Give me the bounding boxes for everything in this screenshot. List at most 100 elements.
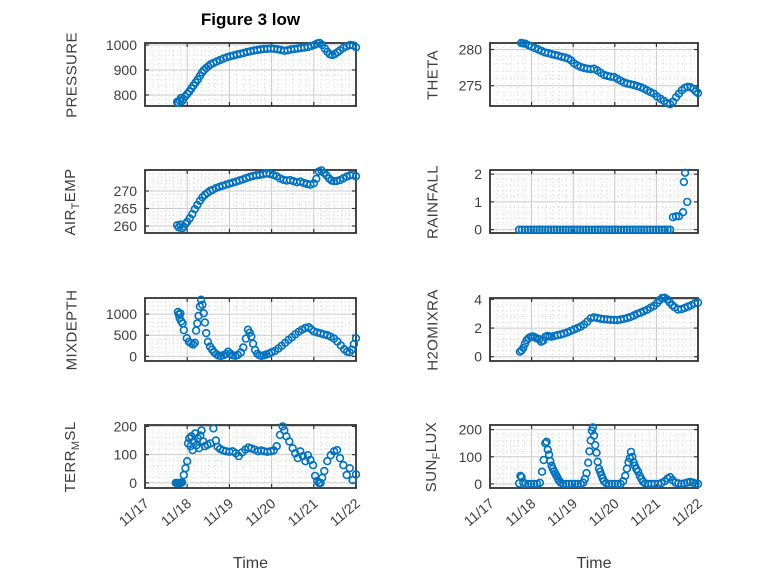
x-tick-label: 11/17 bbox=[116, 495, 152, 529]
data-point bbox=[285, 437, 294, 446]
y-tick-labels: 0 2 4 bbox=[474, 291, 482, 364]
data-point bbox=[567, 225, 576, 234]
subplot-h2omixra: 0 2 4 bbox=[435, 286, 716, 411]
y-tick-label: 200 bbox=[114, 418, 138, 434]
figure-title: Figure 3 low bbox=[200, 10, 301, 29]
data-point bbox=[517, 472, 526, 482]
axes-frame bbox=[489, 42, 699, 107]
data-point bbox=[199, 309, 208, 318]
y-tick-labels: 0 100 200 bbox=[114, 418, 138, 491]
data-point bbox=[693, 479, 703, 489]
y-tick-label: 2 bbox=[474, 166, 482, 182]
x-tick-label: 11/19 bbox=[544, 495, 580, 529]
data-point bbox=[665, 225, 675, 234]
data-point bbox=[543, 445, 553, 454]
data-point bbox=[272, 442, 281, 451]
major-grid bbox=[145, 170, 356, 233]
data-point bbox=[558, 479, 568, 489]
data-point bbox=[519, 343, 528, 352]
data-point bbox=[599, 225, 608, 234]
y-tick-labels: 0 1 2 bbox=[474, 166, 482, 238]
x-tick-label: 11/18 bbox=[502, 495, 538, 529]
plot-canvas-theta: 275 280 bbox=[459, 38, 703, 109]
data-point bbox=[351, 470, 361, 479]
data-point bbox=[573, 479, 583, 489]
data-point bbox=[643, 225, 652, 234]
scatter-points bbox=[172, 166, 361, 233]
data-point bbox=[351, 333, 361, 343]
x-tick-label: 11/22 bbox=[669, 495, 705, 529]
y-tick-label: 2 bbox=[474, 320, 482, 336]
y-tick-label: 0 bbox=[474, 222, 482, 238]
data-point bbox=[648, 225, 658, 234]
data-point bbox=[582, 468, 591, 478]
data-point bbox=[181, 219, 190, 229]
data-point bbox=[690, 299, 699, 308]
scatter-points bbox=[172, 38, 361, 108]
y-tick-label: 265 bbox=[114, 201, 138, 217]
data-point bbox=[526, 479, 536, 489]
data-point bbox=[351, 43, 361, 52]
data-point bbox=[514, 225, 524, 234]
data-point bbox=[351, 172, 361, 181]
data-point bbox=[581, 225, 591, 234]
data-point bbox=[651, 225, 661, 234]
ylabel-terrmsl: TERRMSL bbox=[62, 420, 82, 493]
data-point bbox=[693, 88, 703, 98]
x-tick-labels: 11/17 11/18 11/19 11/20 11/21 11/22 bbox=[116, 495, 363, 529]
y-tick-label: 275 bbox=[459, 78, 483, 94]
minor-grid bbox=[145, 169, 356, 234]
x-tick-label: 11/21 bbox=[284, 495, 320, 529]
data-point bbox=[579, 225, 588, 234]
data-point bbox=[552, 225, 562, 234]
data-point bbox=[342, 470, 351, 480]
data-point bbox=[657, 225, 667, 234]
subplot-airtemp: 260 265 270 bbox=[90, 158, 374, 283]
data-point bbox=[567, 479, 577, 489]
axes-frame bbox=[489, 297, 699, 362]
data-point bbox=[588, 423, 598, 432]
y-tick-label: 800 bbox=[114, 87, 138, 103]
x-tick-label: 11/21 bbox=[627, 495, 663, 529]
data-point bbox=[607, 479, 617, 489]
ylabel-airtemp: AIRTEMP bbox=[62, 167, 82, 236]
data-point bbox=[625, 225, 635, 234]
data-point bbox=[190, 204, 200, 214]
y-tick-label: 0 bbox=[474, 349, 482, 365]
x-tick-label: 11/19 bbox=[200, 495, 236, 529]
data-point bbox=[535, 225, 544, 234]
y-tick-label: 200 bbox=[459, 422, 483, 438]
data-point bbox=[526, 225, 536, 234]
data-point bbox=[624, 457, 633, 467]
data-point bbox=[521, 479, 530, 489]
data-point bbox=[543, 225, 553, 234]
subplot-sunflux: 0 100 200 11/17 11/18 11/19 11/20 11/21 11/22 bbox=[435, 413, 716, 538]
data-point bbox=[654, 225, 664, 234]
data-point bbox=[613, 225, 623, 234]
y-tick-label: 270 bbox=[114, 183, 138, 199]
x-tick-label: 11/20 bbox=[585, 495, 621, 529]
data-point bbox=[619, 225, 629, 234]
data-point bbox=[634, 225, 643, 234]
data-point bbox=[616, 225, 626, 234]
ylabel-rainfall: RAINFALL bbox=[424, 164, 442, 239]
subplot-rainfall: 0 1 2 bbox=[435, 158, 716, 283]
y-tick-label: 500 bbox=[114, 327, 138, 343]
x-tick-label: 11/22 bbox=[327, 495, 363, 529]
axes-frame bbox=[144, 297, 357, 362]
data-point bbox=[541, 225, 550, 234]
plot-background bbox=[145, 425, 356, 488]
data-point bbox=[546, 456, 555, 466]
data-point bbox=[323, 456, 332, 466]
data-point bbox=[546, 225, 556, 234]
data-point bbox=[555, 225, 565, 234]
data-point bbox=[278, 422, 287, 431]
tick-marks bbox=[489, 43, 699, 106]
axes-frame bbox=[144, 42, 357, 107]
y-tick-labels: 275 280 bbox=[459, 42, 483, 94]
subplot-mixdepth: 0 500 1000 bbox=[90, 286, 374, 411]
data-point bbox=[201, 328, 211, 338]
data-point bbox=[190, 338, 200, 347]
